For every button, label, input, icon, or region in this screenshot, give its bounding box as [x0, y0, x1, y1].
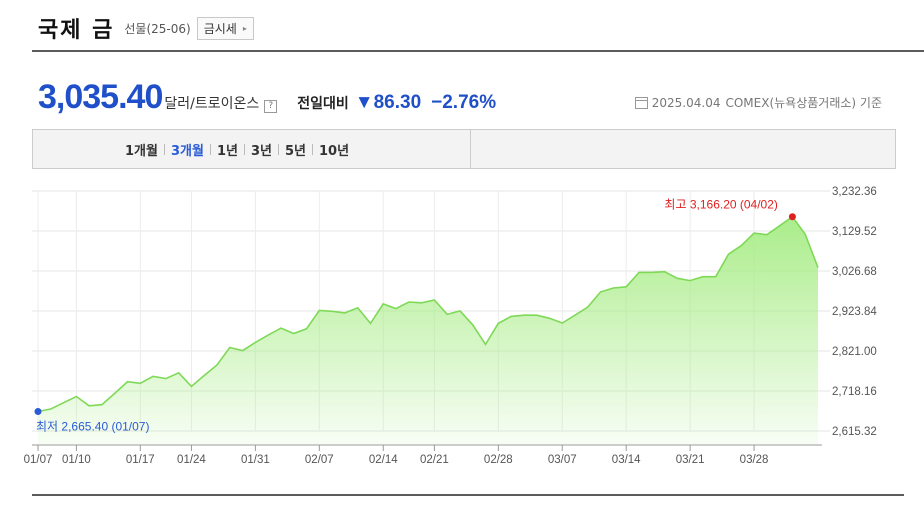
quote-row: 3,035.40 달러/트로이온스 ? 전일대비 ▼86.30 −2.76% — [38, 78, 497, 116]
tab-period-1[interactable]: 3개월 — [170, 143, 204, 159]
title-row: 국제 금 선물(25-06) 금시세 ▸ — [38, 10, 254, 46]
x-tick-label: 01/17 — [126, 454, 155, 466]
max-point — [788, 213, 796, 221]
y-tick-label: 2,923.84 — [832, 306, 877, 318]
contract-subtitle: 선물(25-06) — [124, 21, 191, 36]
current-price: 3,035.40 — [38, 78, 163, 116]
tab-separator — [277, 143, 279, 155]
help-icon[interactable]: ? — [264, 100, 278, 113]
price-unit: 달러/트로이온스 — [164, 96, 260, 112]
y-tick-label: 2,615.32 — [832, 426, 877, 438]
y-tick-label: 3,129.52 — [832, 226, 877, 238]
tab-separator — [163, 143, 165, 155]
tab-period-3[interactable]: 3년 — [250, 143, 272, 159]
gold-price-button-label: 금시세 — [203, 21, 237, 36]
tab-period-0[interactable]: 1개월 — [125, 143, 158, 159]
tab-period-5[interactable]: 10년 — [318, 143, 350, 159]
x-tick-label: 02/21 — [420, 454, 449, 466]
price-area — [38, 216, 818, 445]
x-tick-label: 02/07 — [305, 454, 334, 466]
period-tabs: 1개월 3개월 1년 3년 5년 10년 — [119, 130, 355, 168]
x-tick-label: 01/24 — [177, 454, 206, 466]
tab-separator — [311, 143, 313, 155]
quote-date: 2025.04.04 — [651, 95, 721, 110]
y-tick-label: 2,821.00 — [832, 346, 877, 358]
y-tick-label: 3,026.68 — [832, 266, 877, 278]
tab-period-4[interactable]: 5년 — [284, 143, 306, 159]
y-tick-label: 3,232.36 — [832, 186, 877, 198]
footer-divider — [32, 494, 904, 496]
calendar-icon — [634, 96, 648, 109]
header-divider — [32, 50, 924, 52]
tab-period-2[interactable]: 1년 — [216, 143, 238, 159]
period-tab-bar: 1개월 3개월 1년 3년 5년 10년 — [32, 129, 896, 169]
price-change: ▼86.30 — [354, 92, 422, 113]
quote-meta: 2025.04.04 COMEX(뉴욕상품거래소) 기준 — [634, 94, 882, 111]
x-tick-label: 03/21 — [676, 454, 705, 466]
x-tick-label: 03/14 — [612, 454, 641, 466]
price-change-percent: −2.76% — [431, 92, 497, 113]
tab-separator — [243, 143, 245, 155]
x-tick-label: 02/14 — [369, 454, 398, 466]
x-tick-label: 02/28 — [484, 454, 513, 466]
chevron-right-icon: ▸ — [242, 23, 247, 33]
quote-source: COMEX(뉴욕상품거래소) 기준 — [725, 96, 882, 110]
page-title: 국제 금 — [38, 18, 115, 43]
x-tick-label: 03/28 — [740, 454, 769, 466]
tab-separator — [209, 143, 211, 155]
tab-bar-divider — [470, 130, 471, 168]
y-tick-label: 2,718.16 — [832, 386, 877, 398]
compare-label: 전일대비 — [297, 96, 349, 112]
price-chart: 2,615.32 2,718.16 2,821.00 2,923.84 3,026.68… — [24, 186, 878, 466]
x-tick-label: 01/07 — [24, 454, 53, 466]
max-label: 최고 3,166.20 (04/02) — [664, 198, 777, 212]
x-tick-label: 01/10 — [62, 454, 91, 466]
x-tick-label: 03/07 — [548, 454, 577, 466]
min-point — [34, 408, 42, 416]
min-label: 최저 2,665.40 (01/07) — [36, 420, 149, 434]
x-tick-label: 01/31 — [241, 454, 270, 466]
gold-price-button[interactable]: 금시세 ▸ — [196, 16, 254, 40]
price-line — [37, 215, 819, 413]
